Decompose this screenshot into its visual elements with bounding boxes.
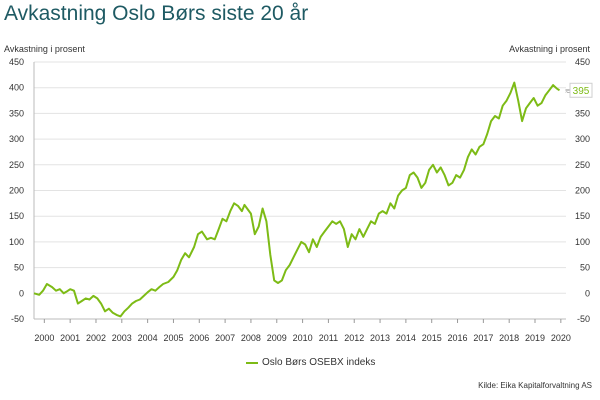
x-tick-label: 2009 bbox=[267, 333, 287, 343]
legend-label: Oslo Børs OSEBX indeks bbox=[262, 357, 376, 368]
end-label-arrow: ⩳ bbox=[565, 85, 570, 95]
y-tick-label-left: 200 bbox=[9, 186, 24, 196]
end-value-box bbox=[569, 82, 593, 98]
x-tick-label: 2014 bbox=[396, 333, 416, 343]
y-tick-label-left: -50 bbox=[11, 314, 24, 324]
y-tick-label-left: 100 bbox=[9, 237, 24, 247]
x-tick-label: 2005 bbox=[163, 333, 183, 343]
x-tick-label: 2000 bbox=[34, 333, 54, 343]
legend-swatch bbox=[246, 361, 258, 364]
x-tick-label: 2008 bbox=[241, 333, 261, 343]
source-note: Kilde: Eika Kapitalforvaltning AS bbox=[478, 381, 592, 390]
series-line-osebx bbox=[33, 81, 561, 318]
y-tick-label-left: 0 bbox=[19, 288, 24, 298]
x-tick-label: 2007 bbox=[215, 333, 235, 343]
y-tick-label-left: 150 bbox=[9, 211, 24, 221]
y-axis-label-right: Avkastning i prosent bbox=[509, 44, 590, 54]
x-tick-label: 2004 bbox=[138, 333, 158, 343]
y-tick-label-right: 0 bbox=[585, 288, 590, 298]
chart-title: Avkastning Oslo Børs siste 20 år bbox=[4, 2, 309, 25]
x-tick-label: 2018 bbox=[499, 333, 519, 343]
y-tick-label-right: 50 bbox=[580, 263, 590, 273]
y-tick-label-left: 250 bbox=[9, 160, 24, 170]
y-tick-label-right: 150 bbox=[575, 211, 590, 221]
x-tick-label: 2003 bbox=[112, 333, 132, 343]
x-tick-label: 2017 bbox=[473, 333, 493, 343]
y-tick-label-right: 250 bbox=[575, 160, 590, 170]
y-tick-label-left: 350 bbox=[9, 108, 24, 118]
y-tick-label-right: -50 bbox=[577, 314, 590, 324]
y-tick-label-right: 200 bbox=[575, 186, 590, 196]
x-tick-label: 2012 bbox=[344, 333, 364, 343]
y-tick-label-left: 450 bbox=[9, 57, 24, 67]
y-tick-label-left: 400 bbox=[9, 83, 24, 93]
x-tick-label: 2013 bbox=[370, 333, 390, 343]
y-tick-label-right: 100 bbox=[575, 237, 590, 247]
y-tick-label-right: 350 bbox=[575, 108, 590, 118]
x-tick-label: 2019 bbox=[525, 333, 545, 343]
x-tick-label: 2001 bbox=[60, 333, 80, 343]
y-tick-label-left: 300 bbox=[9, 134, 24, 144]
x-tick-label: 2020 bbox=[551, 333, 571, 343]
x-tick-label: 2006 bbox=[189, 333, 209, 343]
x-tick-label: 2002 bbox=[86, 333, 106, 343]
x-tick-label: 2015 bbox=[422, 333, 442, 343]
x-tick-label: 2016 bbox=[448, 333, 468, 343]
x-tick-label: 2010 bbox=[293, 333, 313, 343]
y-tick-label-right: 450 bbox=[575, 57, 590, 67]
chart-legend: Oslo Børs OSEBX indeks bbox=[246, 357, 375, 368]
end-value-label: 395 bbox=[573, 86, 590, 97]
y-tick-label-right: 300 bbox=[575, 134, 590, 144]
y-axis-label-left: Avkastning i prosent bbox=[4, 44, 85, 54]
y-tick-label-left: 50 bbox=[14, 263, 24, 273]
x-tick-label: 2011 bbox=[319, 333, 338, 343]
